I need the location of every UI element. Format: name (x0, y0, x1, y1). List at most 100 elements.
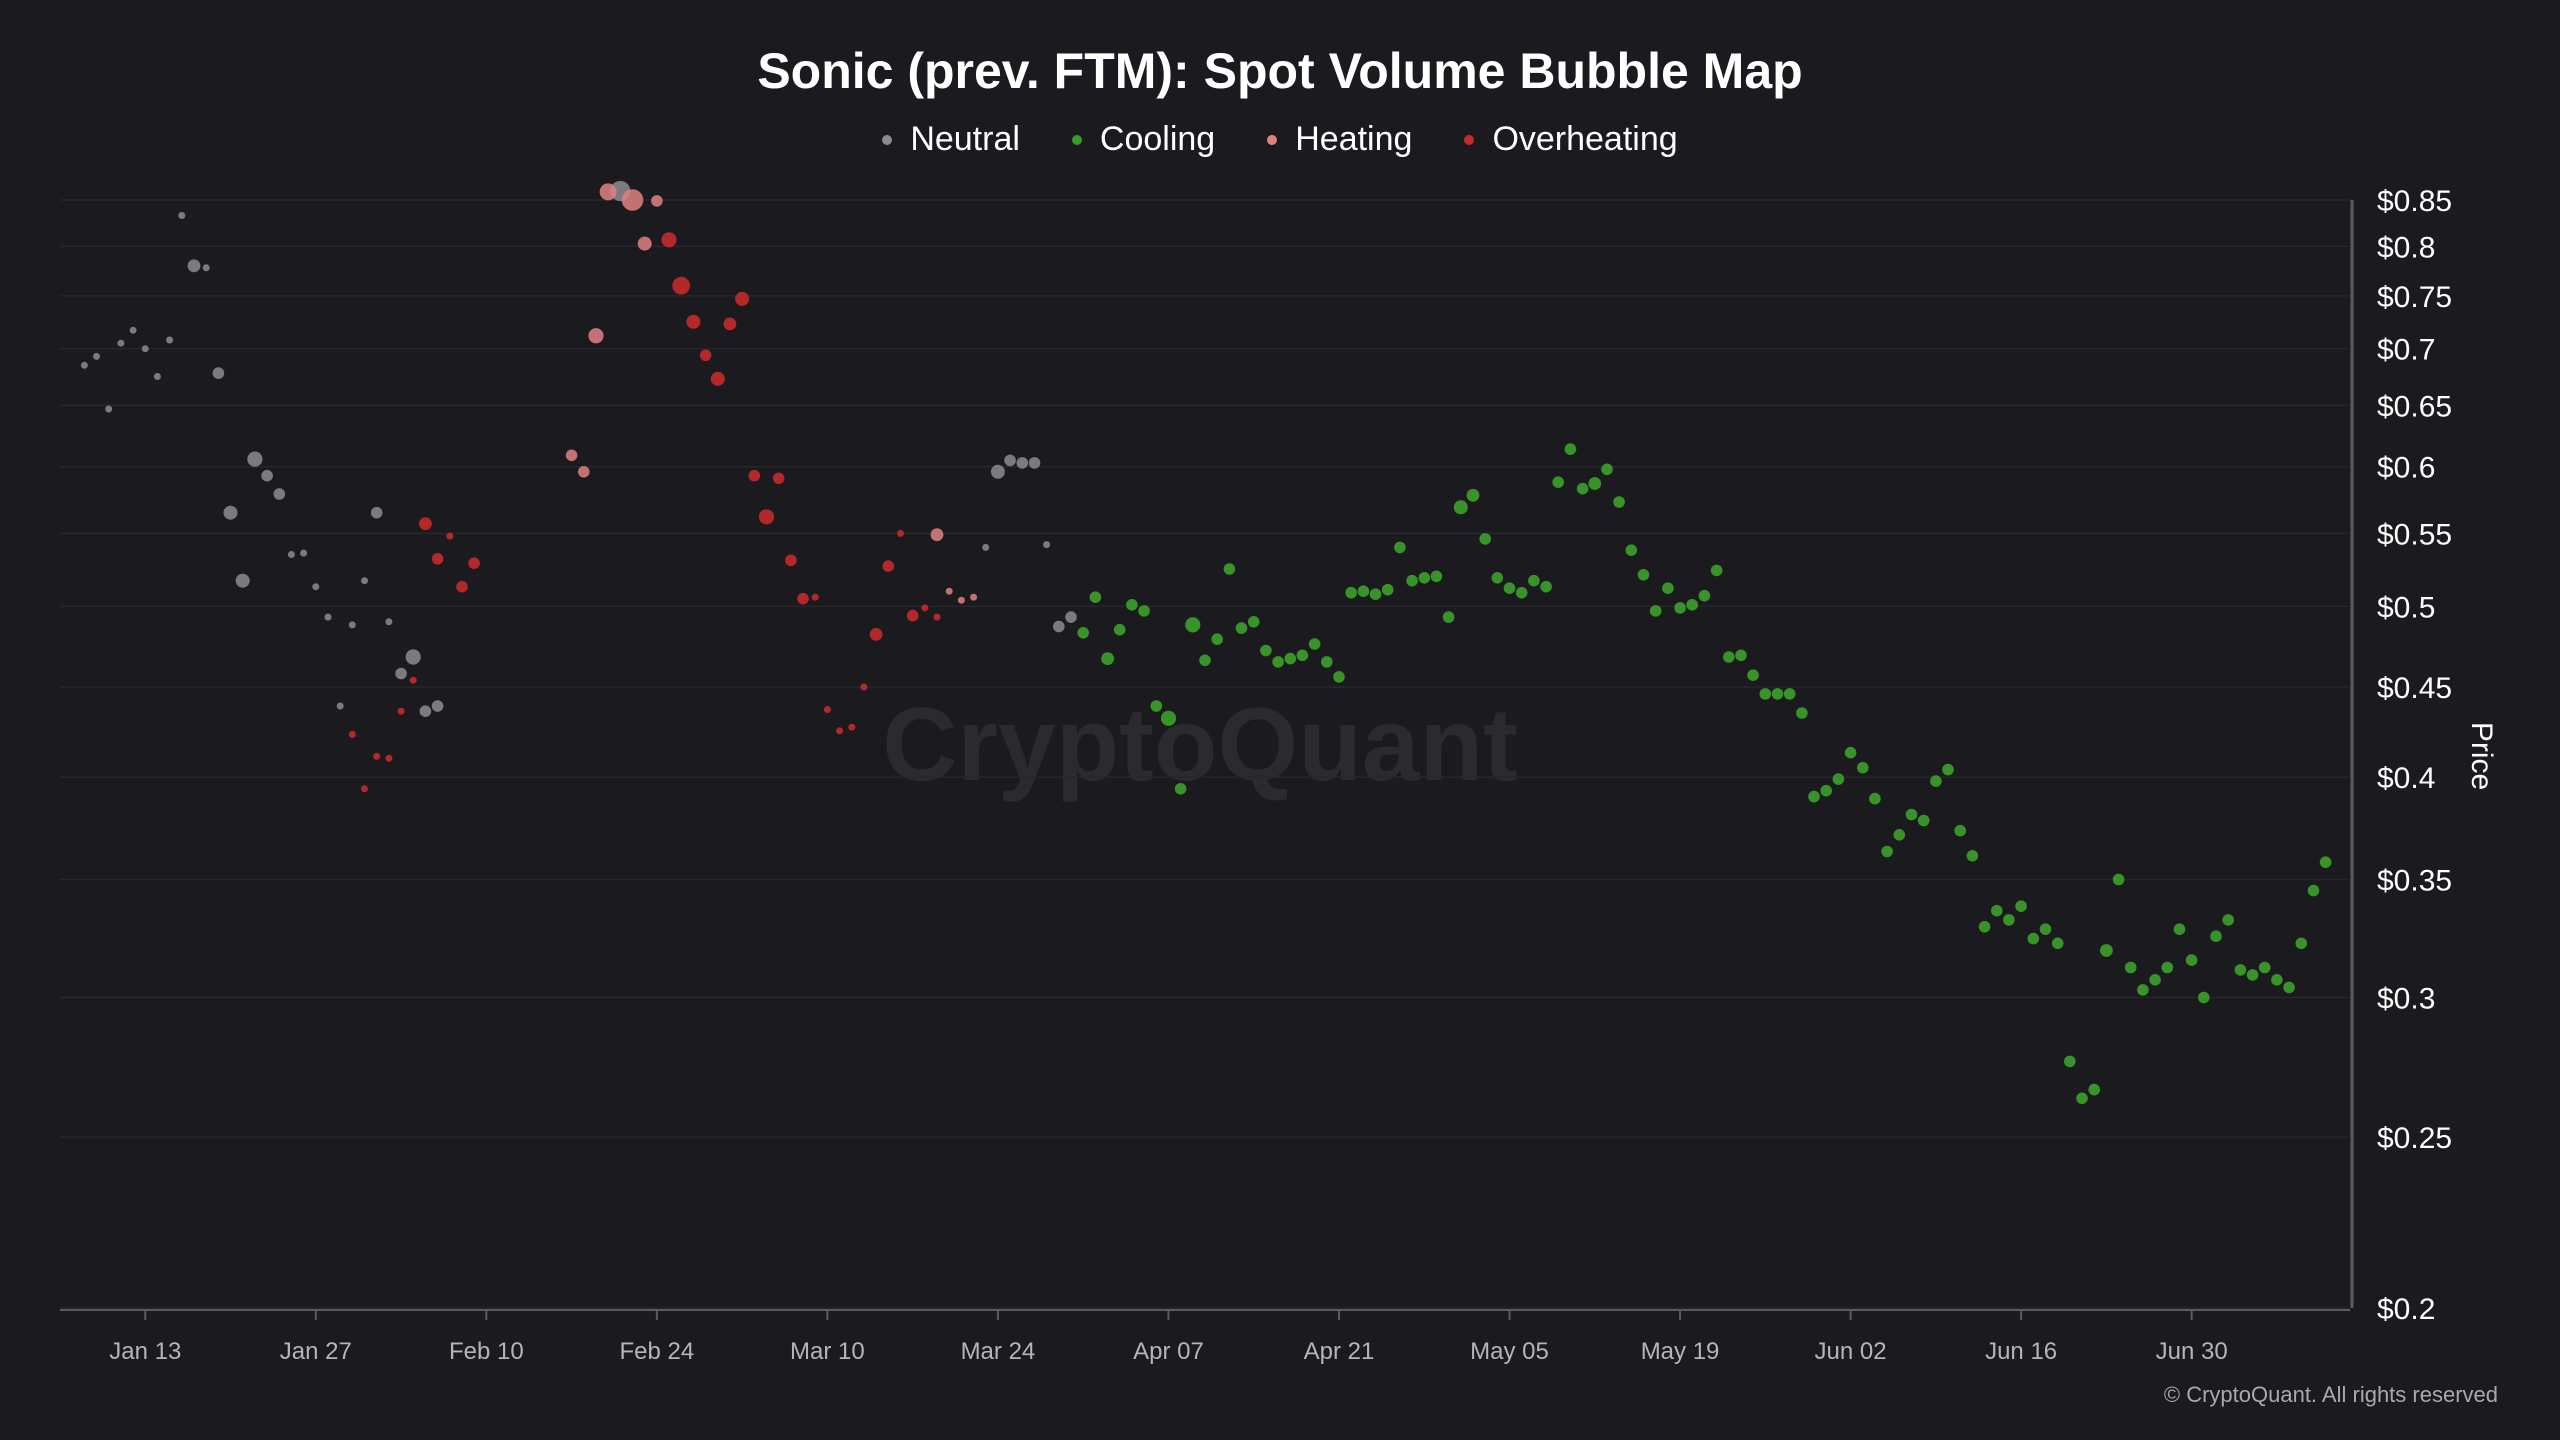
bubble-cooling[interactable] (1564, 443, 1577, 455)
bubble-overheating[interactable] (785, 554, 797, 567)
bubble-overheating[interactable] (811, 593, 819, 601)
bubble-cooling[interactable] (1625, 544, 1638, 556)
bubble-overheating[interactable] (906, 609, 919, 622)
bubble-cooling[interactable] (2222, 914, 2234, 926)
bubble-overheating[interactable] (882, 560, 895, 572)
bubble-cooling[interactable] (2295, 937, 2308, 950)
bubble-overheating[interactable] (748, 469, 761, 482)
bubble-overheating[interactable] (897, 529, 904, 537)
bubble-neutral[interactable] (80, 361, 88, 369)
bubble-overheating[interactable] (419, 517, 432, 531)
bubble-cooling[interactable] (1515, 586, 1528, 599)
bubble-cooling[interactable] (1321, 656, 1333, 668)
bubble-cooling[interactable] (1113, 623, 1126, 636)
bubble-cooling[interactable] (1869, 792, 1881, 805)
bubble-cooling[interactable] (1832, 773, 1845, 785)
bubble-cooling[interactable] (1820, 784, 1832, 797)
bubble-neutral[interactable] (419, 705, 432, 717)
bubble-overheating[interactable] (431, 553, 444, 565)
bubble-neutral[interactable] (273, 488, 286, 500)
bubble-cooling[interactable] (1905, 808, 1918, 821)
bubble-heating[interactable] (599, 183, 617, 201)
bubble-cooling[interactable] (1296, 649, 1309, 662)
legend-item-cooling[interactable]: Cooling (1071, 120, 1215, 159)
bubble-cooling[interactable] (2319, 856, 2332, 868)
bubble-cooling[interactable] (1089, 591, 1102, 603)
bubble-cooling[interactable] (1710, 564, 1723, 577)
bubble-overheating[interactable] (699, 349, 712, 362)
bubble-heating[interactable] (578, 466, 590, 478)
bubble-cooling[interactable] (1528, 574, 1540, 587)
legend-item-heating[interactable]: Heating (1267, 120, 1412, 159)
bubble-neutral[interactable] (223, 505, 238, 520)
bubble-neutral[interactable] (1004, 454, 1016, 467)
bubble-neutral[interactable] (1065, 611, 1077, 623)
bubble-neutral[interactable] (1028, 457, 1041, 469)
bubble-overheating[interactable] (933, 613, 941, 621)
bubble-neutral[interactable] (166, 336, 174, 344)
bubble-heating[interactable] (565, 449, 578, 462)
bubble-cooling[interactable] (2088, 1083, 2100, 1096)
bubble-overheating[interactable] (772, 472, 785, 485)
bubble-overheating[interactable] (661, 232, 677, 248)
bubble-heating[interactable] (957, 596, 965, 604)
bubble-cooling[interactable] (2112, 873, 2125, 886)
bubble-neutral[interactable] (129, 326, 137, 334)
bubble-cooling[interactable] (1747, 669, 1759, 681)
bubble-heating[interactable] (588, 328, 604, 344)
bubble-cooling[interactable] (1978, 921, 1991, 933)
bubble-overheating[interactable] (468, 557, 480, 569)
bubble-cooling[interactable] (2149, 974, 2161, 986)
bubble-cooling[interactable] (1503, 582, 1516, 594)
bubble-cooling[interactable] (1917, 814, 1930, 827)
bubble-neutral[interactable] (261, 469, 273, 482)
bubble-cooling[interactable] (2027, 932, 2040, 945)
bubble-cooling[interactable] (1260, 644, 1272, 657)
bubble-cooling[interactable] (1771, 688, 1784, 700)
bubble-cooling[interactable] (1174, 783, 1187, 795)
bubble-overheating[interactable] (797, 592, 809, 605)
bubble-cooling[interactable] (1345, 586, 1357, 599)
bubble-cooling[interactable] (2137, 984, 2149, 996)
bubble-cooling[interactable] (1674, 602, 1686, 614)
bubble-cooling[interactable] (1491, 572, 1504, 584)
bubble-neutral[interactable] (361, 577, 368, 585)
bubble-neutral[interactable] (370, 506, 383, 519)
bubble-overheating[interactable] (869, 628, 883, 641)
bubble-cooling[interactable] (2076, 1092, 2088, 1105)
bubble-cooling[interactable] (2003, 914, 2015, 926)
bubble-cooling[interactable] (1284, 652, 1297, 665)
bubble-overheating[interactable] (723, 317, 737, 331)
bubble-overheating[interactable] (860, 683, 868, 691)
bubble-cooling[interactable] (2173, 923, 2186, 935)
bubble-cooling[interactable] (1991, 904, 2003, 917)
bubble-cooling[interactable] (1613, 496, 1625, 508)
bubble-cooling[interactable] (1735, 649, 1747, 662)
bubble-cooling[interactable] (1552, 476, 1564, 489)
bubble-cooling[interactable] (1893, 829, 1906, 841)
bubble-neutral[interactable] (178, 212, 186, 219)
bubble-neutral[interactable] (187, 259, 201, 273)
bubble-cooling[interactable] (1576, 482, 1589, 495)
bubble-cooling[interactable] (1783, 688, 1796, 700)
bubble-cooling[interactable] (1150, 700, 1163, 712)
bubble-neutral[interactable] (1053, 620, 1065, 633)
bubble-cooling[interactable] (1540, 580, 1552, 593)
bubble-cooling[interactable] (2161, 961, 2174, 974)
bubble-cooling[interactable] (1223, 563, 1236, 575)
bubble-cooling[interactable] (1649, 605, 1662, 617)
bubble-heating[interactable] (945, 587, 953, 595)
bubble-cooling[interactable] (2210, 930, 2222, 942)
bubble-neutral[interactable] (395, 667, 407, 680)
bubble-cooling[interactable] (2051, 937, 2064, 950)
bubble-cooling[interactable] (1881, 845, 1893, 858)
bubble-cooling[interactable] (1211, 633, 1223, 645)
bubble-cooling[interactable] (2283, 981, 2295, 994)
bubble-neutral[interactable] (982, 543, 990, 551)
bubble-cooling[interactable] (2234, 964, 2247, 976)
bubble-cooling[interactable] (2015, 900, 2027, 912)
legend-item-neutral[interactable]: Neutral (882, 120, 1020, 159)
bubble-neutral[interactable] (405, 649, 421, 665)
bubble-cooling[interactable] (1442, 611, 1455, 623)
bubble-overheating[interactable] (758, 509, 775, 525)
